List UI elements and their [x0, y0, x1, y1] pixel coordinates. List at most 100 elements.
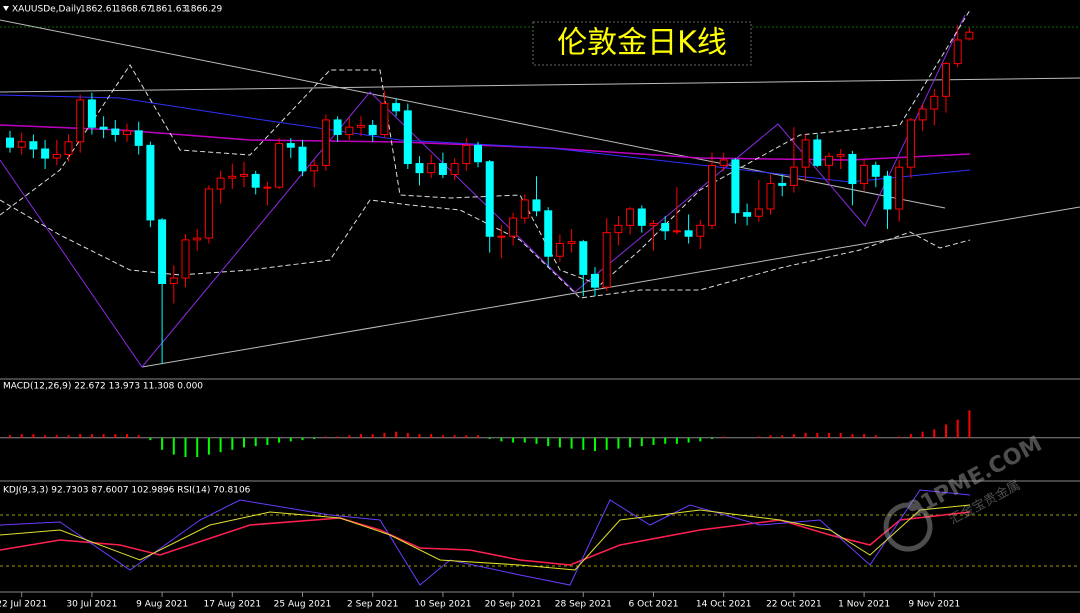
candle-body: [228, 175, 237, 179]
x-tick-label: 9 Aug 2021: [136, 600, 188, 610]
kdj-line: [0, 489, 971, 586]
close-value: 1866.29: [185, 5, 222, 15]
x-tick-label: 25 Aug 2021: [274, 600, 332, 610]
candle-body: [789, 166, 798, 186]
candle-body: [906, 119, 915, 168]
candle-body: [661, 223, 670, 232]
high-value: 1868.67: [115, 5, 152, 15]
bollinger-band: [0, 9, 971, 286]
candle-body: [591, 273, 599, 288]
candle-body: [380, 103, 389, 135]
candle-body: [813, 139, 822, 166]
candle-body: [392, 103, 401, 112]
candle-body: [146, 144, 155, 221]
candle-body: [754, 208, 763, 217]
candle-body: [193, 237, 202, 241]
candle-body: [509, 217, 518, 237]
candle-body: [87, 99, 96, 128]
x-tick-label: 6 Oct 2021: [629, 600, 679, 610]
kdj-label: KDJ(9,3,3) 92.7303 87.6007 102.9896 RSI(…: [3, 486, 251, 496]
candle-body: [965, 31, 974, 40]
candle-body: [427, 163, 436, 174]
candle-body: [684, 230, 693, 237]
candle-body: [17, 141, 26, 148]
candle-body: [930, 95, 939, 110]
candle-body: [64, 141, 73, 155]
macd-label: MACD(12,26,9) 22.672 13.973 11.308 0.000: [3, 382, 203, 392]
candle-body: [263, 186, 272, 189]
candle-body: [602, 232, 611, 288]
candle-body: [497, 235, 506, 238]
candle-body: [438, 163, 447, 175]
candle-body: [181, 239, 190, 279]
candle-body: [942, 63, 950, 97]
candle-body: [871, 164, 880, 177]
candle-body: [778, 183, 787, 186]
candle-body: [216, 177, 225, 190]
candle-body: [403, 110, 412, 165]
candle-body: [825, 155, 833, 166]
trendline: [0, 77, 1080, 93]
candle-body: [169, 277, 178, 284]
candle-body: [41, 148, 50, 159]
candle-body: [708, 164, 716, 226]
menu-arrow[interactable]: [3, 6, 9, 11]
candle-body: [310, 164, 319, 172]
candle-body: [719, 159, 728, 166]
candle-body: [696, 224, 705, 237]
x-tick-label: 14 Oct 2021: [696, 600, 752, 610]
candle-body: [345, 126, 354, 135]
candle-body: [672, 230, 681, 233]
candle-body: [204, 188, 213, 239]
moving-average: [0, 124, 971, 161]
x-tick-label: 1 Nov 2021: [838, 600, 890, 610]
candle-body: [895, 166, 904, 210]
zigzag: [0, 14, 966, 368]
candle-body: [953, 39, 962, 65]
candle-body: [158, 219, 167, 284]
candle-body: [111, 128, 120, 135]
candle-body: [450, 163, 459, 175]
x-tick-label: 22 Oct 2021: [766, 600, 822, 610]
candle-body: [544, 210, 553, 257]
candle-body: [918, 108, 927, 121]
candle-body: [286, 143, 295, 148]
kdj-line: [0, 504, 971, 571]
x-tick-label: 2 Sep 2021: [347, 600, 398, 610]
symbol: XAUUSDe,Daily: [12, 5, 82, 15]
trendline: [0, 19, 946, 209]
x-tick-label: 9 Nov 2021: [908, 600, 960, 610]
candle-body: [848, 153, 857, 185]
candle-body: [321, 119, 330, 166]
candle-body: [743, 212, 752, 217]
candle-body: [52, 153, 61, 159]
x-tick-label: 22 Jul 2021: [0, 600, 47, 610]
candle-body: [240, 173, 248, 177]
candle-body: [766, 183, 775, 210]
candle-body: [134, 130, 143, 146]
x-tick-label: 20 Sep 2021: [485, 600, 542, 610]
candle-body: [275, 143, 284, 188]
candle-body: [6, 137, 14, 148]
title-box: [532, 21, 752, 66]
candle-body: [626, 208, 635, 226]
candle-body: [99, 126, 108, 130]
candle-body: [368, 124, 377, 135]
candle-body: [123, 130, 131, 135]
candle-body: [860, 164, 869, 185]
candle-body: [731, 159, 740, 214]
candle-body: [801, 139, 810, 168]
candle-body: [76, 99, 85, 143]
candle-body: [555, 243, 564, 257]
candle-body: [614, 224, 623, 234]
moving-average: [0, 94, 971, 183]
candle-body: [357, 124, 365, 128]
candle-body: [637, 208, 646, 226]
x-tick-label: 28 Sep 2021: [555, 600, 612, 610]
candle-body: [520, 199, 529, 219]
x-tick-label: 30 Jul 2021: [66, 600, 117, 610]
trendline: [141, 206, 1080, 368]
candle-body: [485, 161, 494, 237]
x-tick-label: 10 Sep 2021: [414, 600, 471, 610]
